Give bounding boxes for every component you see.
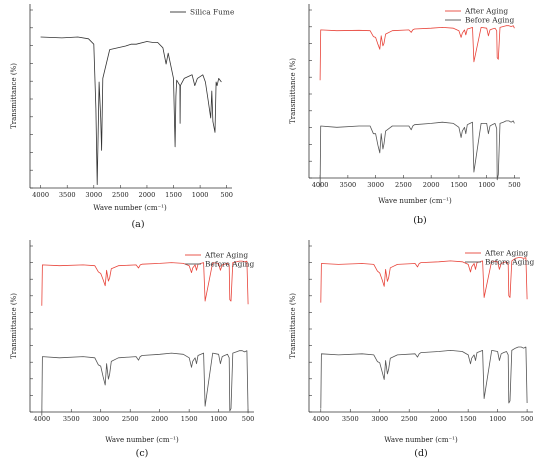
x-tick-label: 500 <box>242 415 255 423</box>
x-tick-label: 2000 <box>423 181 440 189</box>
x-tick-label: 1500 <box>165 191 182 199</box>
x-tick-label: 2500 <box>401 415 418 423</box>
panel-label: (b) <box>413 215 427 226</box>
panel-label: (c) <box>136 448 149 459</box>
x-tick-label: 4000 <box>32 191 49 199</box>
x-tick-label: 1000 <box>478 181 495 189</box>
x-tick-label: 3000 <box>371 415 388 423</box>
series-line-1 <box>320 257 528 303</box>
legend-label: After Aging <box>464 7 508 16</box>
series-line-2 <box>319 120 515 188</box>
x-tick-label: 1000 <box>489 415 506 423</box>
x-tick-label: 3500 <box>339 181 356 189</box>
x-tick-label: 2000 <box>430 415 447 423</box>
y-axis-title: Transmittance (%) <box>10 63 18 129</box>
x-tick-label: 4000 <box>33 415 50 423</box>
x-tick-label: 2500 <box>395 181 412 189</box>
legend-label: Before Aging <box>205 260 254 269</box>
x-tick-label: 500 <box>220 191 233 199</box>
panel-c: 4000 3500 3000 2500 2000 1500 1000 500 Wave numb… <box>10 240 254 459</box>
x-axis-title: Wave number (cm⁻¹) <box>378 197 452 205</box>
x-tick-label: 3000 <box>367 181 384 189</box>
x-axis-title: Wave number (cm⁻¹) <box>93 204 167 212</box>
x-tick-label: 2500 <box>122 415 139 423</box>
y-axis-title: Transmittance (%) <box>289 58 297 124</box>
series-line-1 <box>40 36 222 185</box>
x-tick-label: 2000 <box>151 415 168 423</box>
y-axis-title: Transmittance (%) <box>289 293 297 359</box>
panel-label: (d) <box>414 448 428 459</box>
legend-label: After Aging <box>484 249 528 258</box>
x-tick-label: 500 <box>508 181 521 189</box>
y-axis-title: Transmittance (%) <box>10 293 18 359</box>
panel-a: 4000 3500 3000 2500 2000 1500 1000 500 Wave numb… <box>10 4 234 230</box>
legend-label: Before Aging <box>465 16 514 25</box>
x-axis-title: Wave number (cm⁻¹) <box>384 436 458 444</box>
x-tick-label: 3500 <box>63 415 80 423</box>
x-tick-label: 1000 <box>210 415 227 423</box>
x-tick-label: 1000 <box>192 191 209 199</box>
x-tick-label: 3500 <box>59 191 76 199</box>
series-line-2 <box>320 346 528 409</box>
x-tick-label: 1500 <box>460 415 477 423</box>
series-line-1 <box>41 260 249 306</box>
legend-label: Silica Fume <box>190 8 234 17</box>
panel-d: 4000 3500 3000 2500 2000 1500 1000 500 Wave numb… <box>289 240 534 459</box>
x-tick-label: 3000 <box>85 191 102 199</box>
x-tick-label: 4000 <box>312 415 329 423</box>
series-line-2 <box>41 350 249 416</box>
x-axis-title: Wave number (cm⁻¹) <box>105 436 179 444</box>
x-tick-label: 3500 <box>342 415 359 423</box>
legend-label: Before Aging <box>485 258 534 267</box>
x-tick-label: 1500 <box>451 181 468 189</box>
x-tick-label: 500 <box>521 415 534 423</box>
x-tick-label: 2500 <box>112 191 129 199</box>
x-tick-label: 3000 <box>92 415 109 423</box>
panel-label: (a) <box>131 219 144 230</box>
x-tick-label: 2000 <box>139 191 156 199</box>
x-tick-label: 1500 <box>181 415 198 423</box>
series-line-1 <box>319 25 515 81</box>
legend-label: After Aging <box>204 251 248 260</box>
